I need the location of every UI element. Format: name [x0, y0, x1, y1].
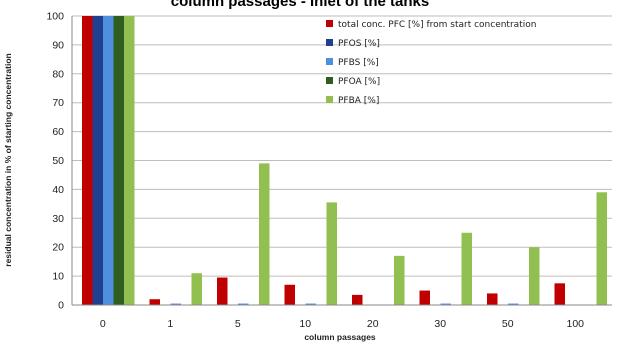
bar-pfba-100 — [596, 192, 607, 305]
legend-swatch — [326, 20, 333, 27]
legend: total conc. PFC [%] from start concentra… — [326, 20, 536, 106]
bar-total-30 — [419, 290, 430, 305]
bar-pfba-10 — [326, 202, 337, 305]
bar-pfbs-10 — [305, 303, 316, 305]
bar-pfba-5 — [259, 163, 270, 305]
bar-pfba-30 — [461, 232, 472, 305]
legend-swatch — [326, 39, 333, 46]
x-tick-label: 1 — [167, 318, 173, 330]
bar-total-1 — [149, 299, 160, 305]
y-tick-label: 60 — [52, 126, 64, 138]
legend-label: PFBA [%] — [338, 96, 379, 106]
x-axis-label: column passages — [304, 332, 376, 342]
bar-pfba-1 — [191, 273, 202, 305]
legend-label: PFOS [%] — [338, 39, 380, 49]
y-tick-label: 40 — [52, 184, 64, 196]
bar-pfbs-0 — [103, 16, 114, 305]
y-ticks: 0 10 20 30 40 50 60 70 80 90 100 — [46, 11, 64, 312]
bar-pfbs-50 — [508, 303, 519, 305]
legend-label: total conc. PFC [%] from start concentra… — [338, 20, 536, 30]
x-tick-label: 20 — [367, 318, 379, 330]
bar-pfbs-1 — [170, 303, 181, 305]
y-tick-label: 0 — [58, 300, 64, 312]
bar-total-20 — [352, 294, 363, 305]
x-tick-label: 30 — [434, 318, 446, 330]
bar-pfoa-0 — [113, 16, 124, 305]
legend-label: PFOA [%] — [338, 77, 380, 87]
y-axis-label: residual concentration in % of starting … — [3, 53, 13, 266]
x-tick-label: 0 — [100, 318, 106, 330]
y-tick-label: 70 — [52, 97, 64, 109]
y-tick-label: 30 — [52, 213, 64, 225]
x-tick-label: 100 — [566, 318, 584, 330]
y-tick-label: 90 — [52, 39, 64, 51]
legend-swatch — [326, 58, 333, 65]
bar-pfba-0 — [124, 16, 135, 305]
chart-title: column passages - Inlet of the tanks — [171, 0, 429, 10]
bar-total-5 — [217, 277, 228, 305]
legend-swatch — [326, 96, 333, 103]
bar-pfba-20 — [394, 255, 405, 305]
y-tick-label: 10 — [52, 271, 64, 283]
bar-total-100 — [554, 283, 565, 305]
bar-total-10 — [284, 284, 295, 305]
legend-swatch — [326, 77, 333, 84]
bar-total-50 — [487, 293, 498, 305]
x-tick-label: 10 — [299, 318, 311, 330]
bar-pfbs-30 — [440, 303, 451, 305]
bars — [82, 16, 607, 305]
bar-pfos-0 — [92, 16, 103, 305]
x-tick-label: 50 — [502, 318, 514, 330]
y-tick-label: 80 — [52, 68, 64, 80]
bar-total-0 — [82, 16, 93, 305]
y-tick-label: 100 — [46, 11, 64, 23]
bar-pfbs-5 — [238, 303, 249, 305]
legend-label: PFBS [%] — [338, 58, 379, 68]
x-ticks: 0 1 5 10 20 30 50 100 — [100, 318, 584, 330]
bar-pfba-50 — [529, 247, 540, 305]
y-tick-label: 50 — [52, 155, 64, 167]
grid — [72, 15, 612, 277]
x-tick-label: 5 — [235, 318, 241, 330]
y-tick-label: 20 — [52, 242, 64, 254]
